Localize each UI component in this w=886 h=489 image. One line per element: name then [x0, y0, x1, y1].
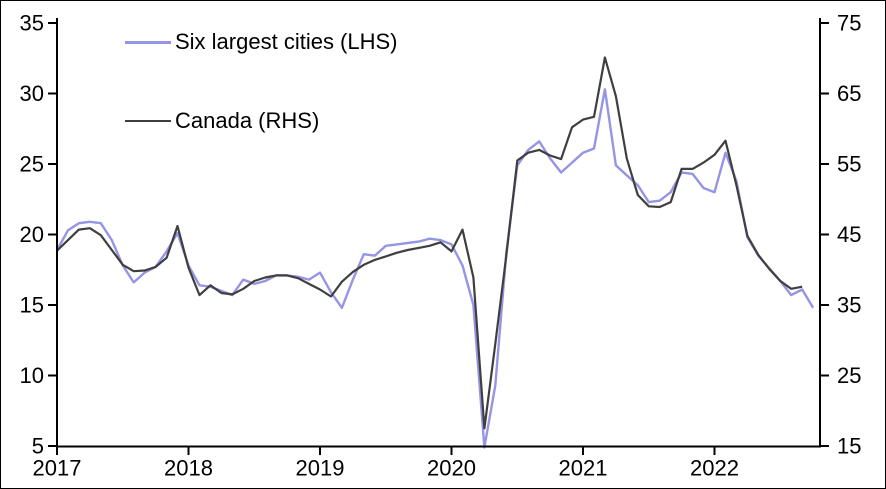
x-axis-tick-label: 2021: [559, 456, 608, 481]
right-axis-tick-label: 15: [837, 434, 861, 459]
right-axis-tick-label: 75: [837, 11, 861, 36]
legend-label-six-largest-cities: Six largest cities (LHS): [175, 29, 398, 54]
series-line-six-largest-cities: [55, 88, 815, 449]
x-axis-tick-label: 2019: [296, 456, 345, 481]
right-axis-tick-label: 45: [837, 222, 861, 247]
right-axis-tick-label: 55: [837, 152, 861, 177]
series-line-canada: [56, 56, 803, 430]
gray-line-swatch: [125, 119, 171, 123]
left-axis-tick-label: 20: [20, 222, 44, 247]
legend-item-canada: Canada (RHS): [125, 109, 319, 133]
legend-item-six-largest-cities: Six largest cities (LHS): [125, 30, 398, 54]
left-axis-tick-label: 15: [20, 293, 44, 318]
right-axis-tick-label: 25: [837, 363, 861, 388]
left-axis-tick-label: 35: [20, 11, 44, 36]
left-axis-tick-label: 30: [20, 81, 44, 106]
x-axis-tick-label: 2020: [427, 456, 476, 481]
left-axis-tick-label: 5: [32, 434, 44, 459]
legend-label-canada: Canada (RHS): [175, 108, 320, 133]
left-axis-tick-label: 25: [20, 152, 44, 177]
left-axis-tick-label: 10: [20, 363, 44, 388]
right-axis-tick-label: 35: [837, 293, 861, 318]
x-axis-tick-label: 2018: [164, 456, 213, 481]
x-axis-tick-label: 2022: [690, 456, 739, 481]
purple-line-swatch: [125, 40, 171, 44]
x-axis-tick-label: 2017: [33, 456, 82, 481]
right-axis-tick-label: 65: [837, 81, 861, 106]
